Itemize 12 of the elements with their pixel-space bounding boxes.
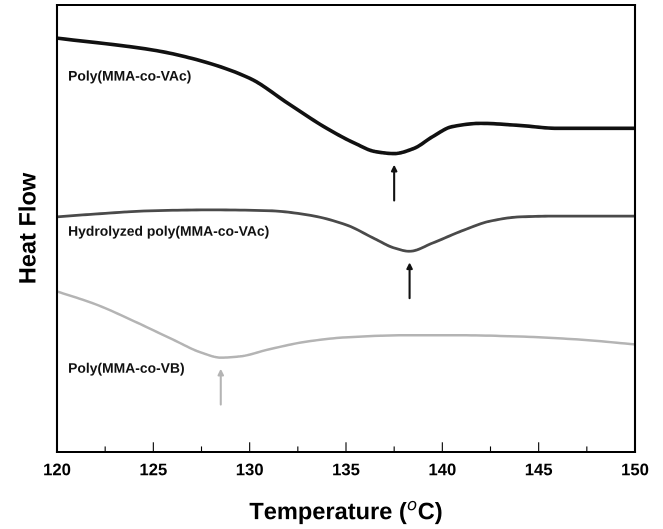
series-label: Poly(MMA-co-VB) [69,362,184,376]
x-tick-label: 120 [44,464,70,476]
x-tick-label: 145 [526,464,552,476]
x-axis-title: Temperature ($^{o}$C) [250,500,442,524]
x-tick-label: 140 [429,464,456,476]
x-tick-label: 150 [622,464,648,476]
y-axis-title: Heat Flow [18,172,36,283]
x-tick-label: 125 [140,464,167,476]
series-label: Hydrolyzed poly(MMA-co-VAc) [69,226,269,239]
x-tick-label: 130 [236,464,263,476]
series-label: Poly(MMA-co-VAc) [69,70,191,84]
x-tick-label: 135 [333,464,360,476]
